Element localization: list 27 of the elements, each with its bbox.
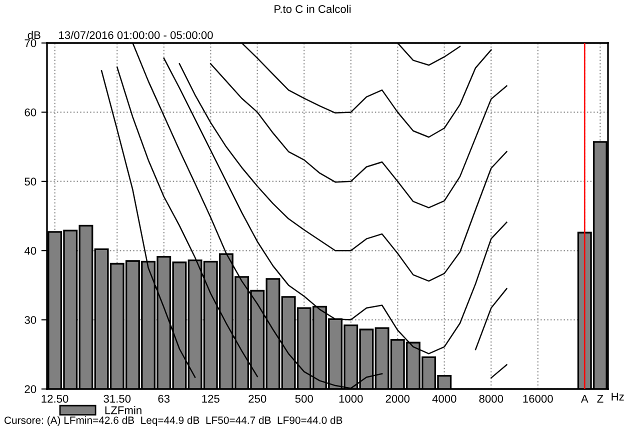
y-tick-label: 20: [24, 385, 36, 394]
legend-label: LZFmin: [105, 406, 142, 414]
x-tick-label: Z: [597, 394, 604, 403]
y-tick-label: 30: [24, 316, 36, 324]
x-tick-label: 63: [158, 394, 170, 403]
y-tick-label: 50: [24, 178, 36, 186]
x-tick-label: 250: [248, 394, 266, 403]
x-tick-label: 2000: [386, 394, 410, 403]
line-series: [178, 63, 508, 282]
x-tick-label: A: [580, 394, 588, 403]
y-axis-title: dB: [28, 30, 40, 40]
chart-title: P.to C in Calcoli: [274, 4, 351, 13]
x-tick-label: 1000: [339, 394, 363, 403]
line-series: [210, 63, 508, 208]
x-tick-label: 8000: [479, 394, 504, 403]
text: Cursore: (A) LFmin=42.6 dB Leq=44.9 dB LF50=44.7 dB LF90=44.0 dB: [4, 416, 342, 426]
x-tick-label: 31.50: [104, 394, 131, 403]
x-tick-label: 16000: [523, 394, 553, 403]
chart-subtitle: 13/07/2016 01:00:00 - 05:00:00: [59, 30, 213, 40]
y-tick-label: 60: [24, 108, 36, 116]
x-tick-label: 12.50: [42, 394, 68, 403]
x-tick-label: 125: [202, 394, 220, 403]
y-tick-label: 70: [24, 39, 36, 48]
y-tick-label: 40: [24, 246, 36, 255]
x-tick-label: 500: [295, 394, 313, 403]
x-tick-label: 4000: [432, 394, 456, 403]
x-axis-title: Hz: [612, 392, 624, 401]
